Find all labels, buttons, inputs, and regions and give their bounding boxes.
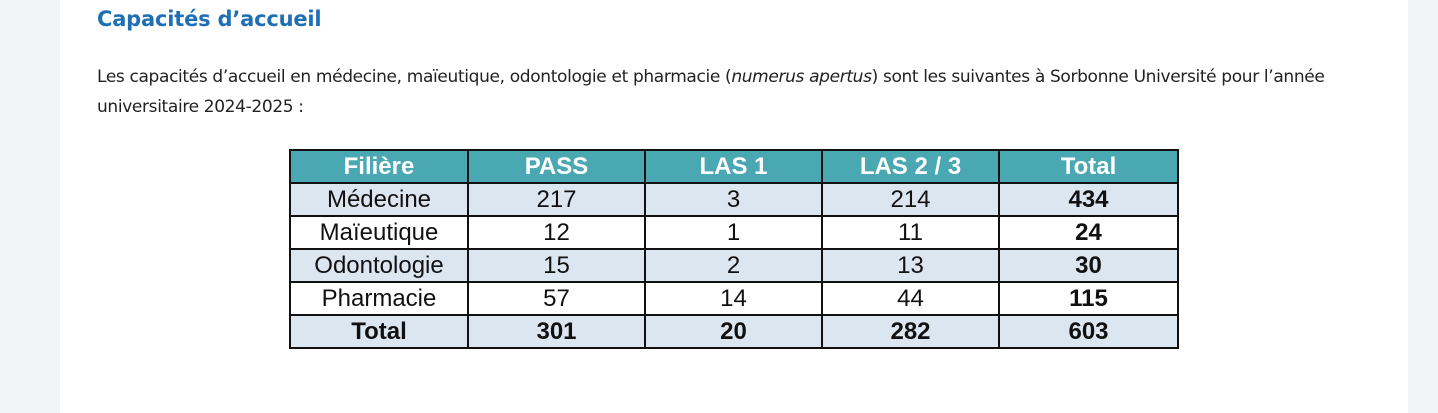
table-row: Maïeutique 12 1 11 24 <box>289 215 1179 250</box>
cell-filiere: Pharmacie <box>289 281 469 316</box>
cell-filiere: Médecine <box>289 182 469 217</box>
cell-total: 30 <box>998 248 1179 283</box>
cell-las1: 1 <box>644 215 823 250</box>
cell-filiere: Odontologie <box>289 248 469 283</box>
cell-las1: 20 <box>644 314 823 349</box>
cell-pass: 15 <box>467 248 646 283</box>
cell-las1: 3 <box>644 182 823 217</box>
table-row: Odontologie 15 2 13 30 <box>289 248 1179 283</box>
header-pass: PASS <box>467 149 646 184</box>
intro-paragraph: Les capacités d’accueil en médecine, maï… <box>97 62 1357 122</box>
cell-las23: 11 <box>821 215 1000 250</box>
header-las23: LAS 2 / 3 <box>821 149 1000 184</box>
cell-total: 434 <box>998 182 1179 217</box>
header-las1: LAS 1 <box>644 149 823 184</box>
content-card: Capacités d’accueil Les capacités d’accu… <box>60 0 1408 413</box>
cell-total: 24 <box>998 215 1179 250</box>
capacity-table: Filière PASS LAS 1 LAS 2 / 3 Total Médec… <box>289 149 1179 349</box>
intro-text-end: ) sont les suivantes à Sorbonne Universi… <box>97 67 1325 117</box>
cell-pass: 217 <box>467 182 646 217</box>
cell-las23: 44 <box>821 281 1000 316</box>
header-filiere: Filière <box>289 149 469 184</box>
section-title: Capacités d’accueil <box>97 7 322 31</box>
table-row: Médecine 217 3 214 434 <box>289 182 1179 217</box>
cell-las1: 2 <box>644 248 823 283</box>
cell-filiere: Total <box>289 314 469 349</box>
table-row: Pharmacie 57 14 44 115 <box>289 281 1179 316</box>
cell-las23: 214 <box>821 182 1000 217</box>
cell-total: 603 <box>998 314 1179 349</box>
intro-emphasis: numerus apertus <box>731 67 872 87</box>
table-total-row: Total 301 20 282 603 <box>289 314 1179 349</box>
header-total: Total <box>998 149 1179 184</box>
cell-las1: 14 <box>644 281 823 316</box>
cell-las23: 282 <box>821 314 1000 349</box>
cell-pass: 301 <box>467 314 646 349</box>
cell-las23: 13 <box>821 248 1000 283</box>
cell-pass: 12 <box>467 215 646 250</box>
cell-pass: 57 <box>467 281 646 316</box>
intro-text-start: Les capacités d’accueil en médecine, maï… <box>97 67 732 87</box>
cell-total: 115 <box>998 281 1179 316</box>
cell-filiere: Maïeutique <box>289 215 469 250</box>
table-header-row: Filière PASS LAS 1 LAS 2 / 3 Total <box>289 149 1179 184</box>
